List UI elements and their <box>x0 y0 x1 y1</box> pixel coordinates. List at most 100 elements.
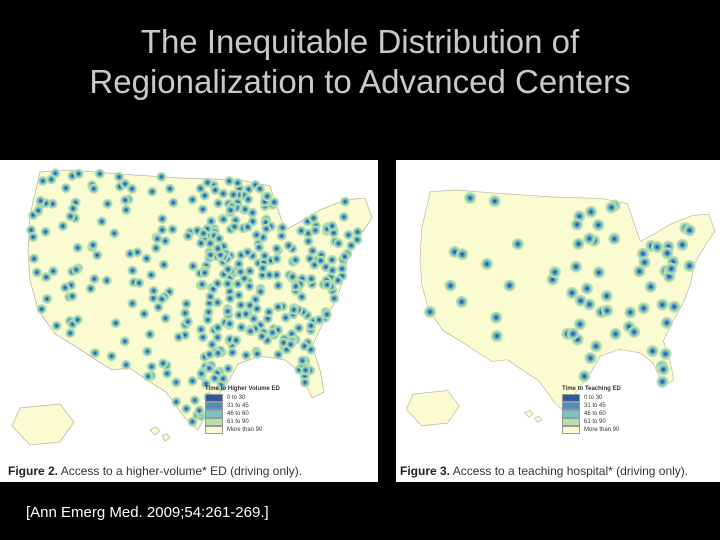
access-zone-marker <box>191 198 194 201</box>
access-zone-marker <box>161 228 164 231</box>
legend-item: 0 to 30 <box>205 394 280 402</box>
access-zone-marker <box>54 172 57 175</box>
access-zone-marker <box>100 220 103 223</box>
access-zone-marker <box>614 332 617 336</box>
access-zone-marker <box>672 305 676 309</box>
access-zone-marker <box>276 328 280 332</box>
legend-title: Time to Teaching ED <box>562 386 621 392</box>
alaska-shape <box>405 390 460 427</box>
access-zone-marker <box>356 230 359 234</box>
access-zone-marker <box>191 265 195 268</box>
access-zone-marker <box>605 294 609 298</box>
access-zone-marker <box>344 200 347 203</box>
access-zone-marker <box>287 244 290 247</box>
access-zone-marker <box>303 375 306 378</box>
access-zone-marker <box>275 247 278 250</box>
access-zone-marker <box>212 288 215 291</box>
access-zone-marker <box>162 263 165 266</box>
access-zone-marker <box>198 409 201 412</box>
access-zone-marker <box>77 172 80 175</box>
access-zone-marker <box>32 235 35 239</box>
access-zone-marker <box>168 290 171 293</box>
access-zone-marker <box>320 253 323 257</box>
access-zone-marker <box>256 352 259 355</box>
access-zone-marker <box>124 363 128 367</box>
access-zone-marker <box>37 209 40 212</box>
access-zone-marker <box>662 368 665 371</box>
access-zone-marker <box>314 229 317 232</box>
access-zone-marker <box>347 233 350 237</box>
access-zone-marker <box>597 271 601 274</box>
access-zone-marker <box>248 269 251 273</box>
access-zone-marker <box>203 194 206 197</box>
access-zone-marker <box>688 228 691 232</box>
access-zone-marker <box>172 201 175 204</box>
access-zone-marker <box>96 254 99 257</box>
access-zone-marker <box>313 263 316 267</box>
access-zone-marker <box>665 251 669 255</box>
access-zone-marker <box>226 268 230 271</box>
access-zone-marker <box>247 198 250 201</box>
access-zone-marker <box>89 287 92 290</box>
title-line-1: The Inequitable Distribution of <box>140 23 580 60</box>
access-zone-marker <box>210 343 214 346</box>
access-zone-marker <box>570 291 574 295</box>
access-zone-marker <box>333 297 336 300</box>
access-zone-marker <box>582 374 586 378</box>
access-zone-marker <box>226 282 229 285</box>
access-zone-marker <box>309 324 313 327</box>
access-zone-marker <box>494 316 498 319</box>
legend-item: 46 to 60 <box>562 410 621 418</box>
access-zone-marker <box>264 221 267 224</box>
access-zone-marker <box>589 210 593 214</box>
access-zone-marker <box>114 322 117 325</box>
access-zone-marker <box>277 284 280 287</box>
access-zone-marker <box>206 227 209 231</box>
access-zone-marker <box>310 277 313 280</box>
access-zone-marker <box>629 311 632 314</box>
access-zone-marker <box>186 320 189 323</box>
access-zone-marker <box>201 336 205 339</box>
access-zone-marker <box>261 267 264 270</box>
access-zone-marker <box>319 259 322 262</box>
access-zone-marker <box>667 275 671 278</box>
access-zone-marker <box>579 299 582 303</box>
access-zone-marker <box>98 172 101 175</box>
citation: [Ann Emerg Med. 2009;54:261-269.] <box>26 504 269 521</box>
access-zone-marker <box>273 201 276 204</box>
access-zone-marker <box>64 187 67 190</box>
access-zone-marker <box>277 353 280 356</box>
access-zone-marker <box>284 316 287 319</box>
access-zone-marker <box>209 242 212 245</box>
access-zone-marker <box>612 237 616 241</box>
access-zone-marker <box>44 230 47 233</box>
us-map-higher-volume-ed <box>11 168 373 446</box>
access-zone-marker <box>671 260 675 264</box>
access-zone-marker <box>206 318 209 322</box>
access-zone-marker <box>259 290 262 293</box>
access-zone-marker <box>275 273 278 276</box>
figure-3-caption: Figure 3. Access to a teaching hospital*… <box>400 464 688 478</box>
access-zone-marker <box>93 277 96 281</box>
access-zone-marker <box>588 237 591 240</box>
access-zone-marker <box>156 237 159 240</box>
access-zone-marker <box>239 253 243 257</box>
access-zone-marker <box>32 213 35 217</box>
access-zone-marker <box>240 326 243 329</box>
title-line-2: Regionalization to Advanced Centers <box>89 63 631 100</box>
access-zone-marker <box>199 242 203 245</box>
caption-text: Access to a higher-volume* ED (driving o… <box>60 464 303 478</box>
access-zone-marker <box>93 351 97 355</box>
access-zone-marker <box>143 312 146 315</box>
access-zone-marker <box>128 252 132 255</box>
access-zone-marker <box>45 297 49 300</box>
access-zone-marker <box>209 253 212 256</box>
access-zone-marker <box>254 298 257 301</box>
access-zone-marker <box>258 246 261 249</box>
access-zone-marker <box>260 335 264 338</box>
access-zone-marker <box>204 382 208 385</box>
access-zone-marker <box>124 198 127 202</box>
access-zone-marker <box>261 236 265 239</box>
access-zone-marker <box>164 317 167 320</box>
access-zone-marker <box>303 345 306 348</box>
